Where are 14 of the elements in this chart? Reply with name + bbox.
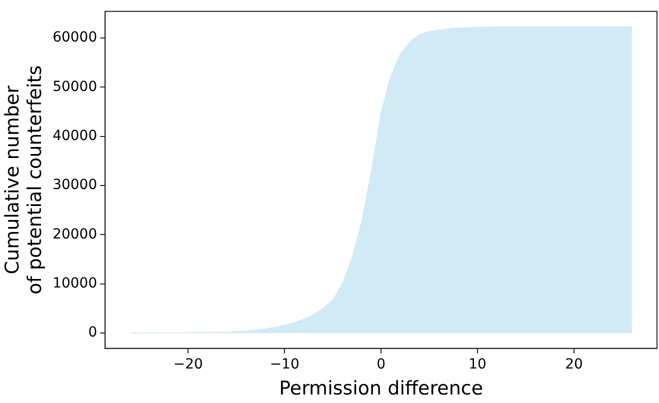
x-tick-label: −10 <box>270 356 300 372</box>
y-axis-title: Cumulative number of potential counterfeits <box>1 65 46 294</box>
y-tick-label: 30000 <box>52 177 98 194</box>
y-tick-label: 40000 <box>52 128 98 144</box>
y-tick-label: 0 <box>88 324 98 341</box>
x-axis-title: Permission difference <box>279 378 484 400</box>
x-tick-label: 0 <box>376 356 386 372</box>
y-tick-label: 60000 <box>52 30 98 46</box>
y-tick-label: 20000 <box>52 226 98 242</box>
x-tick-label: −20 <box>173 356 203 372</box>
y-tick-label: 50000 <box>52 78 98 95</box>
y-tick-label: 10000 <box>52 276 98 292</box>
x-tick-label: 20 <box>565 356 583 372</box>
x-tick-label: 10 <box>468 356 486 372</box>
